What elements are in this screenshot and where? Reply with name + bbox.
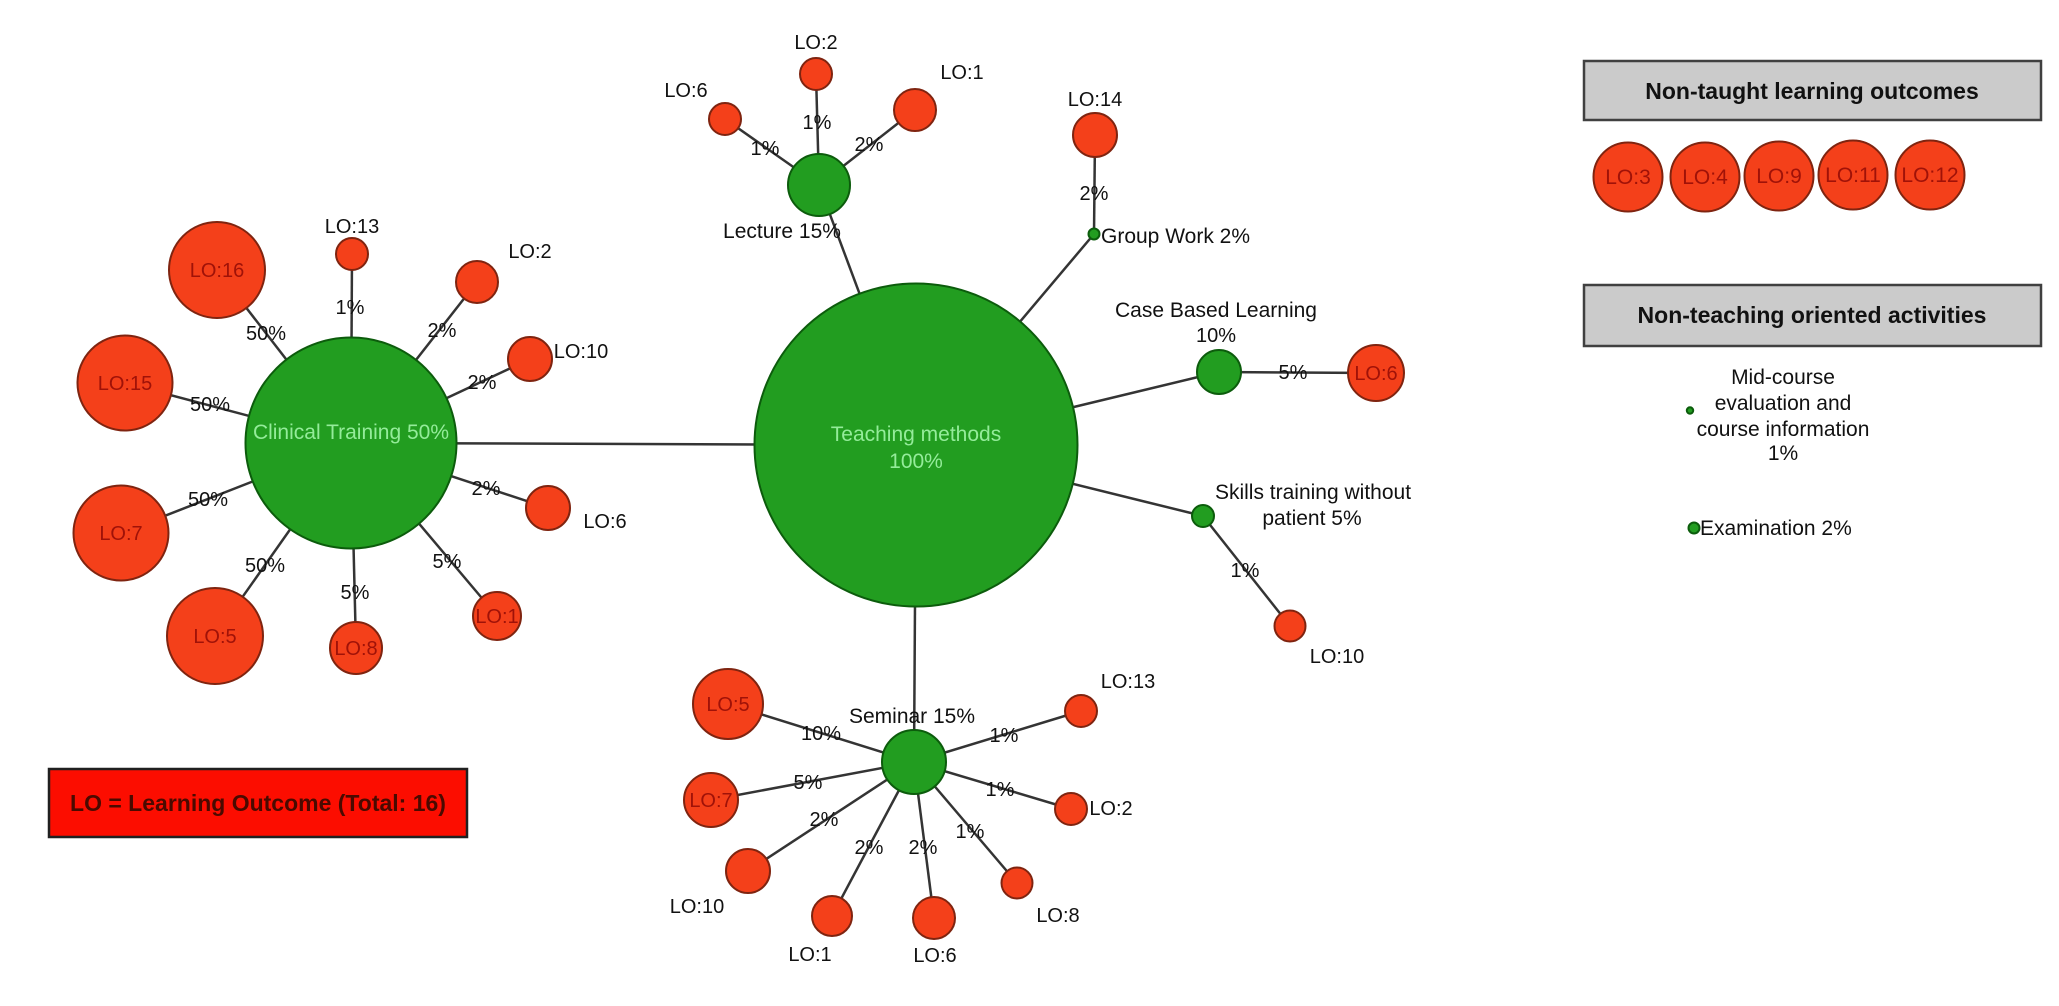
svg-text:50%: 50% <box>245 555 285 577</box>
svg-text:Seminar 15%: Seminar 15% <box>849 705 975 728</box>
svg-text:LO:10: LO:10 <box>670 896 724 918</box>
svg-text:LO:8: LO:8 <box>334 638 377 660</box>
svg-text:LO:5: LO:5 <box>706 694 749 716</box>
svg-text:50%: 50% <box>190 394 230 416</box>
svg-text:Clinical Training 50%: Clinical Training 50% <box>253 421 449 444</box>
svg-text:LO:6: LO:6 <box>664 80 707 102</box>
svg-text:LO:7: LO:7 <box>689 790 732 812</box>
svg-text:50%: 50% <box>188 489 228 511</box>
svg-text:2%: 2% <box>1080 183 1109 205</box>
svg-text:1%: 1% <box>956 821 985 843</box>
svg-text:LO:5: LO:5 <box>193 626 236 648</box>
svg-text:Examination 2%: Examination 2% <box>1700 517 1852 540</box>
svg-text:2%: 2% <box>428 320 457 342</box>
svg-text:1%: 1% <box>803 112 832 134</box>
svg-text:5%: 5% <box>341 582 370 604</box>
svg-text:LO:8: LO:8 <box>1036 905 1079 927</box>
svg-text:LO:6: LO:6 <box>1354 363 1397 385</box>
svg-text:LO = Learning Outcome (Total:: LO = Learning Outcome (Total: 16) <box>70 790 446 816</box>
svg-text:LO:10: LO:10 <box>554 341 608 363</box>
svg-text:2%: 2% <box>855 134 884 156</box>
svg-text:1%: 1% <box>986 779 1015 801</box>
svg-text:10%: 10% <box>801 723 841 745</box>
svg-text:1%: 1% <box>336 297 365 319</box>
svg-text:5%: 5% <box>1279 362 1308 384</box>
svg-text:10%: 10% <box>1196 325 1236 347</box>
svg-text:LO:14: LO:14 <box>1068 89 1122 111</box>
svg-text:LO:16: LO:16 <box>190 260 244 282</box>
svg-text:LO:1: LO:1 <box>788 944 831 966</box>
svg-text:5%: 5% <box>433 551 462 573</box>
svg-text:LO:12: LO:12 <box>1901 164 1958 187</box>
svg-text:LO:2: LO:2 <box>508 241 551 263</box>
svg-text:LO:2: LO:2 <box>794 32 837 54</box>
svg-text:50%: 50% <box>246 323 286 345</box>
svg-text:2%: 2% <box>909 837 938 859</box>
svg-text:1%: 1% <box>751 138 780 160</box>
svg-text:LO:1: LO:1 <box>940 62 983 84</box>
svg-text:LO:6: LO:6 <box>583 511 626 533</box>
svg-text:Case Based Learning: Case Based Learning <box>1115 299 1317 322</box>
svg-text:evaluation and: evaluation and <box>1715 392 1852 415</box>
svg-text:1%: 1% <box>1768 442 1798 465</box>
svg-text:2%: 2% <box>855 837 884 859</box>
svg-text:LO:11: LO:11 <box>1825 164 1881 187</box>
svg-text:LO:13: LO:13 <box>325 216 379 238</box>
svg-text:2%: 2% <box>468 372 497 394</box>
svg-text:LO:15: LO:15 <box>98 373 152 395</box>
svg-text:Lecture 15%: Lecture 15% <box>723 220 841 243</box>
svg-text:5%: 5% <box>794 772 823 794</box>
svg-text:Non-teaching oriented activiti: Non-teaching oriented activities <box>1638 302 1987 328</box>
svg-text:LO:10: LO:10 <box>1310 646 1364 668</box>
svg-text:Teaching methods: Teaching methods <box>831 423 1001 446</box>
svg-text:LO:13: LO:13 <box>1101 671 1155 693</box>
svg-text:Group Work 2%: Group Work 2% <box>1101 225 1250 248</box>
svg-text:LO:6: LO:6 <box>913 945 956 967</box>
svg-text:1%: 1% <box>990 725 1019 747</box>
svg-text:LO:1: LO:1 <box>475 606 518 628</box>
svg-text:Skills training without: Skills training without <box>1215 481 1411 504</box>
svg-text:LO:7: LO:7 <box>99 523 142 545</box>
svg-text:Mid-course: Mid-course <box>1731 366 1835 389</box>
svg-text:LO:2: LO:2 <box>1089 798 1132 820</box>
svg-text:patient 5%: patient 5% <box>1262 507 1361 530</box>
svg-text:LO:3: LO:3 <box>1605 166 1651 189</box>
svg-text:2%: 2% <box>472 478 501 500</box>
svg-text:1%: 1% <box>1231 560 1260 582</box>
svg-text:course information: course information <box>1697 418 1870 441</box>
svg-text:100%: 100% <box>889 450 943 473</box>
svg-text:LO:4: LO:4 <box>1682 166 1728 189</box>
svg-text:LO:9: LO:9 <box>1756 165 1802 188</box>
svg-text:2%: 2% <box>810 809 839 831</box>
svg-text:Non-taught learning outcomes: Non-taught learning outcomes <box>1645 78 1979 104</box>
